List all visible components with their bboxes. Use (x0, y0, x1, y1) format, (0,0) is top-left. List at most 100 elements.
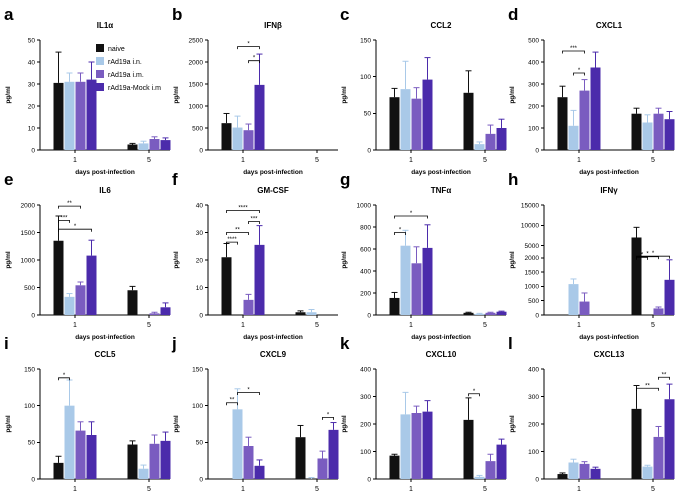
panel-letter: h (508, 170, 518, 189)
y-tick-label: 300 (528, 394, 539, 401)
y-tick-label: 30 (196, 230, 204, 237)
x-axis-label: days post-infection (579, 334, 639, 341)
y-tick-label: 1000 (21, 257, 36, 264)
significance-bracket (394, 232, 406, 235)
bar-c-day1-s1 (400, 89, 411, 150)
y-tick-label: 500 (528, 298, 539, 305)
panel-letter: a (4, 5, 14, 24)
legend-swatch (96, 70, 104, 78)
x-tick-label: 1 (241, 486, 245, 493)
y-tick-label: 30 (28, 81, 36, 88)
x-tick-label: 5 (483, 322, 487, 329)
bar-l-day1-s1 (568, 462, 579, 479)
x-axis-label: days post-infection (579, 169, 639, 176)
x-axis-label: days post-infection (411, 334, 471, 341)
y-tick-label: 0 (31, 312, 35, 319)
bar-b-day1-s1 (232, 127, 243, 150)
legend-swatch (96, 57, 104, 65)
panel-letter: f (172, 170, 178, 189)
bar-g-day1-s0 (389, 297, 400, 315)
y-tick-label: 50 (28, 440, 36, 447)
bar-c-day1-s3 (422, 79, 433, 150)
y-tick-label: 0 (535, 147, 539, 154)
bar-k-day5-s1 (474, 476, 485, 479)
significance-label: * (646, 252, 649, 258)
y-axis-label: pg/ml (5, 415, 12, 433)
bar-b-day1-s2 (243, 130, 254, 150)
bar-e-day5-s2 (149, 313, 160, 315)
bar-i-day1-s3 (86, 435, 97, 479)
y-tick-label: 1000 (357, 202, 372, 209)
x-tick-label: 1 (73, 486, 77, 493)
x-tick-label: 5 (147, 157, 151, 164)
y-tick-label: 400 (360, 366, 371, 373)
y-tick-label: 500 (192, 125, 203, 132)
bar-e-day1-s1 (64, 296, 75, 315)
y-tick-label: 150 (192, 366, 203, 373)
panel-title: CXCL10 (426, 350, 457, 359)
y-axis-label: pg/ml (173, 415, 180, 433)
significance-label: * (253, 56, 256, 62)
panel-letter: e (4, 170, 13, 189)
panel-title: IL1α (97, 21, 114, 30)
panel-title: IFNγ (600, 186, 618, 195)
significance-label: * (399, 228, 402, 234)
y-tick-label: 600 (360, 246, 371, 253)
panel-k: k CXCL10 0 100 200 300 400 pg/ml 1 5 * days post-in… (340, 334, 507, 493)
x-tick-label: 5 (483, 157, 487, 164)
bar-b-day1-s0 (221, 123, 232, 150)
panel-title: GM-CSF (257, 186, 289, 195)
bar-a-day1-s1 (64, 81, 75, 150)
significance-bracket (226, 241, 238, 245)
y-tick-label: 100 (528, 449, 539, 456)
y-tick-label: 0 (31, 147, 35, 154)
y-tick-label: 500 (528, 37, 539, 44)
bar-a-day5-s3 (160, 140, 171, 150)
significance-bracket (636, 256, 648, 260)
y-tick-label: 500 (24, 285, 35, 292)
bar-c-day5-s0 (463, 92, 474, 150)
bar-l-day5-s0 (631, 408, 642, 479)
y-tick-label: 100 (360, 74, 371, 81)
x-axis-label: days post-infection (411, 169, 471, 176)
bar-c-day5-s3 (496, 128, 507, 150)
bar-c-day5-s2 (485, 133, 496, 150)
bar-c-day1-s2 (411, 98, 422, 150)
x-tick-label: 1 (577, 486, 581, 493)
bar-l-day5-s3 (664, 399, 675, 479)
significance-label: ** (230, 398, 235, 404)
x-tick-label: 1 (241, 322, 245, 329)
y-tick-label: 10000 (521, 223, 539, 230)
x-axis-label: days post-infection (243, 169, 303, 176)
bar-e-day1-s3 (86, 255, 97, 315)
bar-e-day1-s2 (75, 285, 86, 315)
significance-label: *** (570, 46, 578, 52)
panel-g: g TNFα 0 200 400 600 800 1000 pg/ml 1 5 * * days post… (340, 170, 507, 341)
significance-label: **** (227, 237, 237, 243)
bar-k-day5-s0 (463, 419, 474, 479)
bar-k-day5-s2 (485, 461, 496, 479)
y-axis-label: pg/ml (509, 86, 516, 104)
y-tick-label: 150 (360, 37, 371, 44)
y-tick-label: 200 (528, 103, 539, 110)
x-tick-label: 1 (409, 157, 413, 164)
y-axis-label: pg/ml (5, 86, 12, 104)
significance-label: ** (645, 383, 650, 389)
significance-label: ** (662, 372, 667, 378)
significance-bracket (573, 72, 585, 76)
significance-bracket (58, 377, 70, 381)
bar-i-day5-s0 (127, 444, 138, 479)
panel-letter: j (171, 334, 177, 353)
y-tick-label: 40 (28, 59, 36, 66)
significance-bracket (226, 402, 238, 406)
y-tick-label: 50 (196, 440, 204, 447)
bar-k-day1-s3 (422, 411, 433, 479)
panel-letter: b (172, 5, 182, 24)
x-axis-label: days post-infection (75, 334, 135, 341)
bar-i-day1-s1 (64, 405, 75, 479)
y-tick-label: 400 (360, 268, 371, 275)
bar-k-day1-s2 (411, 413, 422, 479)
